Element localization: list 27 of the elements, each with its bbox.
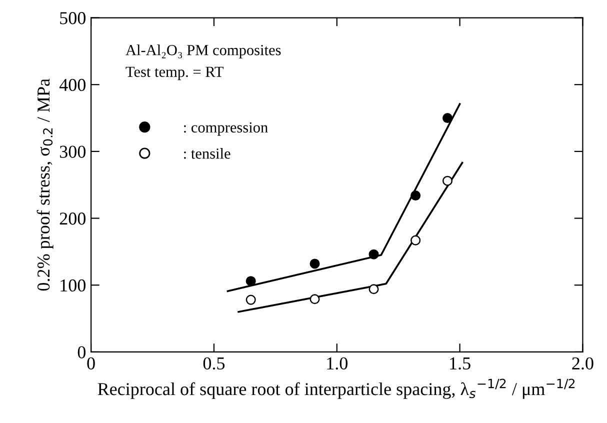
y-axis-title: 0.2% proof stress, σ$_{0.2}$ / MPa: [36, 78, 54, 291]
x-tick-label: 0: [87, 357, 95, 370]
point: [310, 258, 320, 269]
y-tick-label: 100: [60, 279, 86, 292]
y-tick-label: 400: [59, 78, 86, 92]
x-tick-label: 1.5: [450, 357, 470, 370]
point: [246, 276, 256, 286]
point: [410, 235, 421, 246]
x-tick-label: 1.0: [327, 357, 348, 370]
point: [368, 284, 379, 294]
x-tick-label: 0.5: [203, 357, 225, 370]
annotation: Al-Al₂O₃ PM composites: [126, 44, 281, 58]
y-tick-label: 500: [60, 12, 86, 24]
legend-label: : tensile: [184, 148, 230, 159]
point: [410, 190, 421, 201]
x-tick-label: 2.0: [572, 357, 594, 370]
point: [442, 113, 453, 124]
y-tick-label: 300: [60, 146, 86, 158]
y-tick-label: 0: [78, 346, 86, 358]
point: [246, 294, 256, 305]
point: [310, 294, 320, 304]
legend-label: : compression: [184, 122, 268, 136]
x-axis-title: Reciprocal of square root of interparticle spacing, λ$_{s}$$^{−1/2}$ / μm$^{−1/2}$: [98, 378, 575, 399]
y-tick-label: 200: [60, 212, 86, 225]
point: [442, 176, 453, 186]
point: [368, 249, 379, 260]
annotation: Test temp. = RT: [126, 66, 224, 80]
